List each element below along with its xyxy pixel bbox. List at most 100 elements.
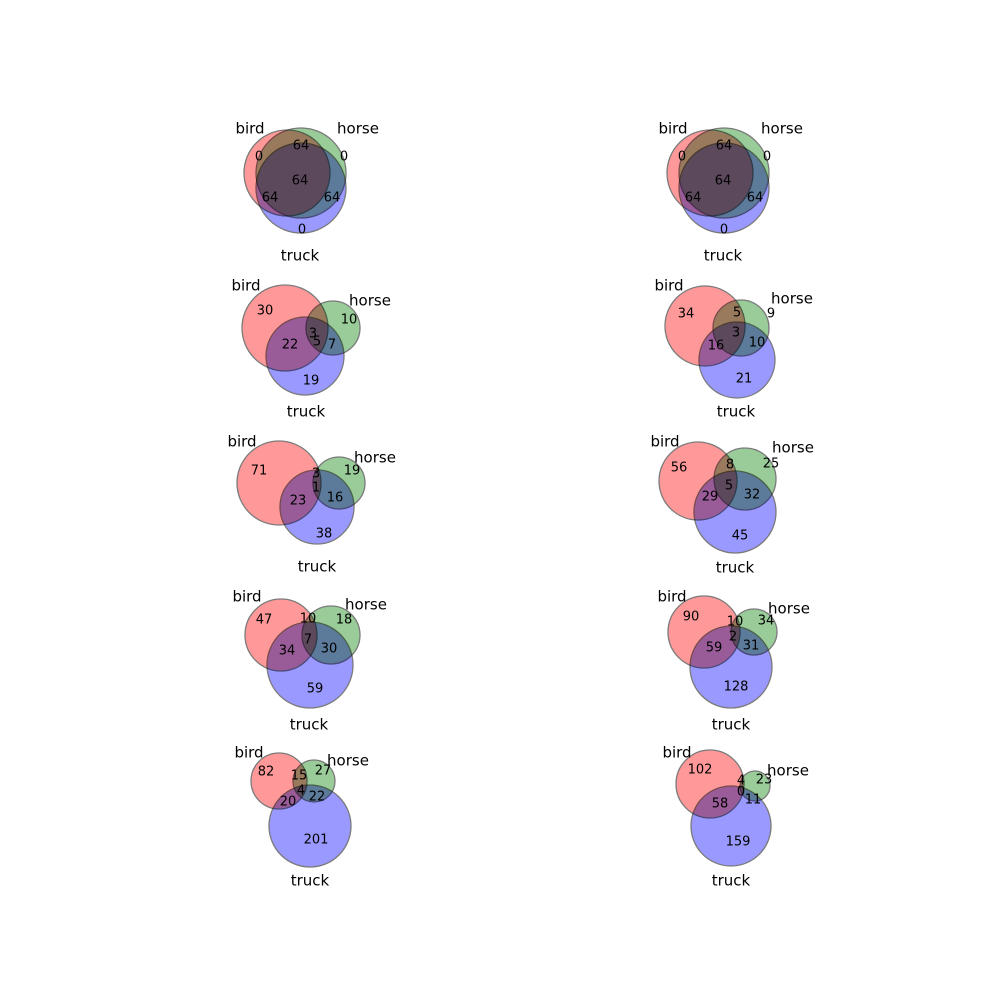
bird-set-label: bird <box>650 433 679 451</box>
region-count-bird-truck: 22 <box>282 338 299 353</box>
truck-circle <box>268 784 352 868</box>
bird-set-label: bird <box>235 120 264 138</box>
region-count-horse-truck: 7 <box>328 338 336 353</box>
region-count-truck-only: 38 <box>316 527 333 542</box>
region-count-all-three: 7 <box>304 633 312 648</box>
region-count-truck-only: 0 <box>298 223 306 238</box>
horse-set-label: horse <box>349 292 391 310</box>
region-count-bird-only: 0 <box>255 150 263 165</box>
region-count-bird-horse: 64 <box>293 139 310 154</box>
region-count-all-three: 1 <box>312 481 320 496</box>
region-count-truck-only: 45 <box>732 529 749 544</box>
region-count-horse-only: 18 <box>336 613 353 628</box>
region-count-truck-only: 59 <box>307 682 324 697</box>
truck-set-label: truck <box>298 558 337 576</box>
venn-panel-9: bird horse truck 82 27 201 15 20 22 4 <box>234 744 369 890</box>
region-count-bird-truck: 34 <box>279 644 296 659</box>
region-count-bird-horse: 8 <box>726 458 734 473</box>
bird-set-label: bird <box>657 588 686 606</box>
region-count-bird-truck: 64 <box>262 191 279 206</box>
region-count-bird-only: 30 <box>257 304 274 319</box>
region-count-horse-only: 9 <box>767 307 775 322</box>
region-count-bird-only: 102 <box>688 763 713 778</box>
region-count-horse-only: 0 <box>763 150 771 165</box>
region-count-bird-horse: 10 <box>727 615 744 630</box>
truck-circle <box>255 142 347 234</box>
region-count-bird-only: 34 <box>678 307 695 322</box>
region-count-truck-only: 128 <box>724 680 749 695</box>
bird-set-label: bird <box>227 433 256 451</box>
venn-panel-4: bird horse truck 34 9 21 5 16 10 3 <box>654 277 813 421</box>
region-count-horse-only: 25 <box>763 457 780 472</box>
region-count-truck-only: 19 <box>303 374 320 389</box>
region-count-horse-only: 0 <box>340 150 348 165</box>
truck-set-label: truck <box>712 716 751 734</box>
region-count-bird-truck: 58 <box>712 797 729 812</box>
truck-set-label: truck <box>290 716 329 734</box>
horse-set-label: horse <box>327 752 369 770</box>
horse-set-label: horse <box>761 120 803 138</box>
region-count-all-three: 64 <box>715 174 732 189</box>
venn-panel-5: bird horse truck 71 19 38 3 23 16 1 <box>227 433 396 576</box>
region-count-bird-horse: 5 <box>313 335 321 350</box>
region-count-truck-only: 0 <box>720 223 728 238</box>
region-count-truck-only: 159 <box>726 835 751 850</box>
region-count-horse-truck: 16 <box>327 491 344 506</box>
truck-circle <box>265 316 345 396</box>
region-count-all-three: 3 <box>732 326 740 341</box>
truck-set-label: truck <box>712 872 751 890</box>
region-count-bird-horse: 10 <box>300 612 317 627</box>
region-count-bird-only: 0 <box>678 150 686 165</box>
bird-set-label: bird <box>232 588 261 606</box>
bird-set-label: bird <box>654 277 683 295</box>
venn-panel-8: bird horse truck 90 34 128 10 59 31 2 <box>657 588 810 734</box>
horse-set-label: horse <box>354 449 396 467</box>
region-count-horse-truck: 64 <box>747 191 764 206</box>
truck-set-label: truck <box>716 559 755 577</box>
region-count-horse-truck: 64 <box>324 191 341 206</box>
horse-set-label: horse <box>771 290 813 308</box>
region-count-bird-only: 82 <box>258 765 275 780</box>
venn-panel-6: bird horse truck 56 25 45 8 29 32 5 <box>650 433 814 577</box>
region-count-horse-truck: 31 <box>743 639 760 654</box>
bird-set-label: bird <box>662 744 691 762</box>
region-count-all-three: 5 <box>725 479 733 494</box>
region-count-all-three: 4 <box>297 784 305 799</box>
region-count-horse-truck: 22 <box>309 790 326 805</box>
region-count-all-three: 2 <box>729 630 737 645</box>
truck-set-label: truck <box>281 247 320 265</box>
truck-set-label: truck <box>717 403 756 421</box>
truck-circle <box>698 321 776 399</box>
region-count-bird-truck: 23 <box>290 494 307 509</box>
horse-set-label: horse <box>345 596 387 614</box>
region-count-truck-only: 21 <box>736 372 753 387</box>
truck-circle <box>266 621 354 709</box>
region-count-bird-truck: 16 <box>708 339 725 354</box>
truck-set-label: truck <box>287 403 326 421</box>
region-count-horse-truck: 30 <box>321 642 338 657</box>
bird-set-label: bird <box>658 120 687 138</box>
horse-set-label: horse <box>768 600 810 618</box>
truck-circle <box>690 785 772 867</box>
truck-set-label: truck <box>704 247 743 265</box>
region-count-truck-only: 201 <box>304 833 329 848</box>
region-count-bird-truck: 20 <box>280 795 297 810</box>
region-count-bird-horse: 4 <box>737 774 745 789</box>
venn-panel-2: bird horse truck 0 0 0 64 64 64 64 <box>658 120 803 265</box>
region-count-bird-only: 47 <box>256 613 273 628</box>
region-count-bird-only: 90 <box>683 610 700 625</box>
region-count-bird-only: 71 <box>251 464 268 479</box>
region-count-horse-only: 19 <box>344 464 361 479</box>
region-count-bird-only: 56 <box>671 461 688 476</box>
venn-panel-7: bird horse truck 47 18 59 10 34 30 7 <box>232 588 387 734</box>
venn-panel-1: bird horse truck 0 0 0 64 64 64 64 <box>235 120 379 265</box>
truck-circle <box>678 142 770 234</box>
region-count-all-three: 0 <box>737 785 745 800</box>
region-count-bird-truck: 29 <box>702 490 719 505</box>
region-count-all-three: 3 <box>309 327 317 342</box>
region-count-horse-truck: 11 <box>745 793 762 808</box>
venn-panel-10: bird horse truck 102 23 159 4 58 110 <box>662 744 809 890</box>
truck-set-label: truck <box>291 872 330 890</box>
